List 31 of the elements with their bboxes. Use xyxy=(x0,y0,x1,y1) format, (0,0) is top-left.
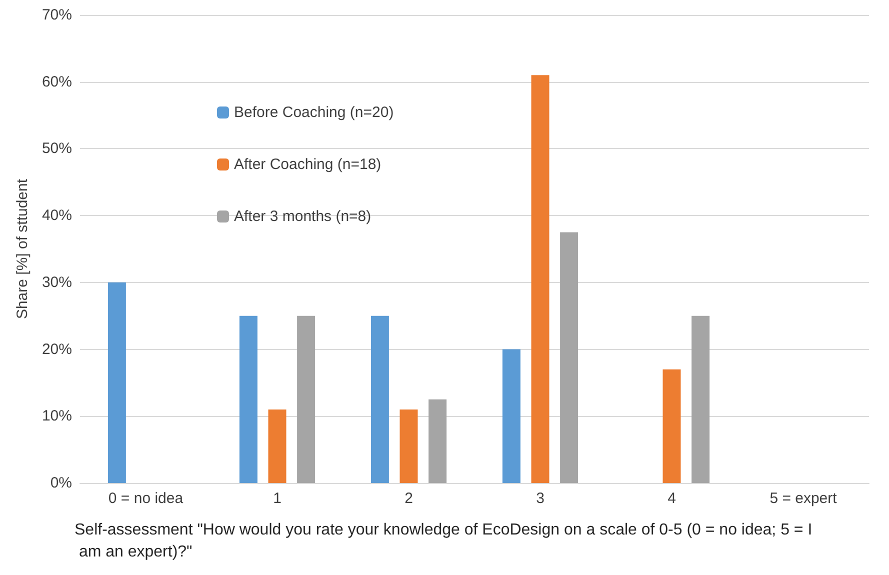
bar xyxy=(560,232,578,483)
y-axis-title: Share [%] of sttudent xyxy=(14,178,31,320)
legend-label: Before Coaching (n=20) xyxy=(234,104,394,121)
bar xyxy=(502,349,520,483)
legend-label: After 3 months (n=8) xyxy=(234,208,372,225)
bar xyxy=(268,409,286,483)
bar xyxy=(531,75,550,483)
bar xyxy=(400,409,418,483)
x-tick-label: 2 xyxy=(404,490,413,507)
legend-label: After Coaching (n=18) xyxy=(234,156,382,173)
x-axis-title: Self-assessment "How would you rate your knowledge of EcoDesign on a scale of 0-5 (0 = no idea; 5 = I am an expert)?" xyxy=(74,522,812,560)
bar xyxy=(370,316,389,483)
y-tick-label: 70% xyxy=(42,6,72,24)
bar xyxy=(239,316,258,483)
bar xyxy=(662,369,681,483)
bar xyxy=(297,316,316,483)
y-tick-label: 20% xyxy=(42,340,72,358)
x-tick-label: 5 = expert xyxy=(770,490,838,507)
y-tick-label: 60% xyxy=(42,73,72,90)
bar xyxy=(428,399,447,483)
y-tick-label: 40% xyxy=(42,207,72,224)
y-tick-label: 0% xyxy=(50,474,72,492)
y-tick-label: 10% xyxy=(42,408,72,425)
x-tick-label: 3 xyxy=(536,490,544,507)
x-tick-label: 0 = no idea xyxy=(108,490,184,507)
x-tick-label: 1 xyxy=(273,490,282,507)
x-tick-label: 4 xyxy=(668,490,676,507)
y-tick-label: 50% xyxy=(42,140,72,158)
bar xyxy=(692,316,710,483)
bar xyxy=(108,282,126,483)
y-tick-label: 30% xyxy=(42,274,72,291)
